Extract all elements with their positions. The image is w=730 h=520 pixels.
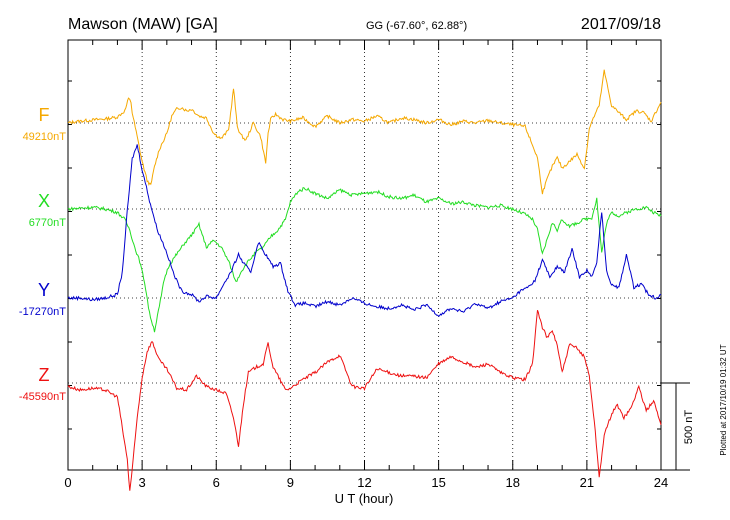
- series-line-x: [67, 186, 662, 333]
- series-line-f: [67, 69, 662, 195]
- baseline-value-z: -45590nT: [19, 391, 66, 403]
- component-name-f: F: [39, 105, 50, 125]
- x-tick-label: 21: [580, 475, 594, 490]
- baseline-value-x: 6770nT: [29, 217, 67, 229]
- date-label: 2017/09/18: [581, 16, 661, 33]
- series-layer: [67, 69, 662, 491]
- component-name-z: Z: [39, 365, 50, 385]
- x-axis-title: U T (hour): [335, 491, 394, 506]
- plotted-timestamp: Plotted at 2017/10/19 01:32 UT: [719, 344, 728, 455]
- component-labels: F 49210nT X 6770nT Y -17270nT Z -45590nT: [19, 105, 66, 403]
- series-line-y: [67, 144, 662, 317]
- x-tick-label: 24: [654, 475, 668, 490]
- gridlines: [68, 40, 661, 470]
- x-tick-label: 0: [64, 475, 71, 490]
- x-tick-label: 9: [287, 475, 294, 490]
- series-line-z: [67, 310, 662, 491]
- component-name-x: X: [38, 191, 50, 211]
- baseline-value-y: -17270nT: [19, 306, 66, 318]
- component-name-y: Y: [38, 280, 50, 300]
- axis-ticks: 0 3 6 9 12 15 18 21 24: [64, 40, 668, 490]
- x-tick-label: 18: [506, 475, 520, 490]
- station-title: Mawson (MAW) [GA]: [68, 16, 218, 33]
- x-tick-label: 3: [139, 475, 146, 490]
- scale-bar-label: 500 nT: [683, 410, 695, 445]
- x-tick-label: 6: [213, 475, 220, 490]
- x-tick-label: 12: [357, 475, 371, 490]
- coordinates-label: GG (-67.60°, 62.88°): [366, 20, 467, 32]
- x-tick-label: 15: [431, 475, 445, 490]
- baseline-value-f: 49210nT: [23, 131, 67, 143]
- scale-bar: 500 nT: [661, 382, 695, 471]
